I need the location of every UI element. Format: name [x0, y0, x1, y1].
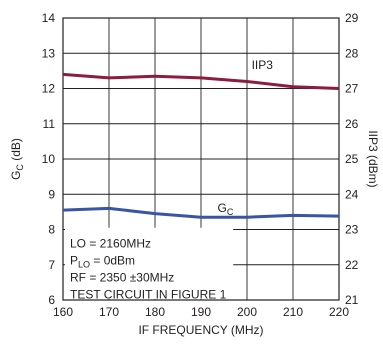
y-left-tick-label: 12 — [42, 82, 56, 96]
y-left-tick-label: 7 — [48, 258, 55, 272]
annotation-line: RF = 2350 ±30MHz — [70, 271, 174, 285]
x-tick-label: 200 — [237, 305, 257, 319]
annotation-line: TEST CIRCUIT IN FIGURE 1 — [70, 288, 227, 302]
series-label-iip3: IIP3 — [252, 58, 274, 72]
y-left-tick-label: 13 — [42, 46, 56, 60]
y-right-tick-label: 24 — [345, 187, 359, 201]
x-tick-label: 210 — [283, 305, 303, 319]
x-tick-label: 220 — [329, 305, 349, 319]
y-right-tick-label: 27 — [345, 82, 359, 96]
series-label-gc: GC — [218, 201, 234, 217]
y-right-tick-label: 28 — [345, 46, 359, 60]
x-axis-label: IF FREQUENCY (MHz) — [138, 323, 263, 337]
y-right-tick-label: 25 — [345, 152, 359, 166]
y-right-tick-label: 21 — [345, 293, 359, 307]
x-tick-label: 160 — [53, 305, 73, 319]
annotation-background — [65, 227, 234, 299]
y-left-tick-label: 10 — [42, 152, 56, 166]
x-tick-label: 180 — [145, 305, 165, 319]
y-axis-label-right: IIP3 (dBm) — [366, 130, 380, 187]
series-line — [62, 206, 340, 219]
x-tick-label: 190 — [191, 305, 211, 319]
y-right-tick-label: 23 — [345, 223, 359, 237]
series-lines — [62, 72, 340, 219]
tick-labels: 160 170 180 190 200 210 220 6 7 8 9 10 11 12 13 14 21 22 2… — [42, 11, 359, 319]
y-right-tick-label: 26 — [345, 117, 359, 131]
annotation-line: LO = 2160MHz — [70, 237, 151, 251]
y-left-tick-label: 9 — [48, 187, 55, 201]
y-right-tick-label: 22 — [345, 258, 359, 272]
y-right-tick-label: 29 — [345, 11, 359, 25]
x-tick-label: 170 — [99, 305, 119, 319]
y-axis-label-left: GC (dB) — [9, 138, 25, 180]
series-line — [62, 72, 340, 90]
y-left-tick-label: 14 — [42, 11, 56, 25]
y-left-tick-label: 8 — [48, 223, 55, 237]
y-left-tick-label: 11 — [43, 117, 56, 131]
plot-frame — [62, 17, 340, 301]
y-left-tick-label: 6 — [48, 293, 55, 307]
